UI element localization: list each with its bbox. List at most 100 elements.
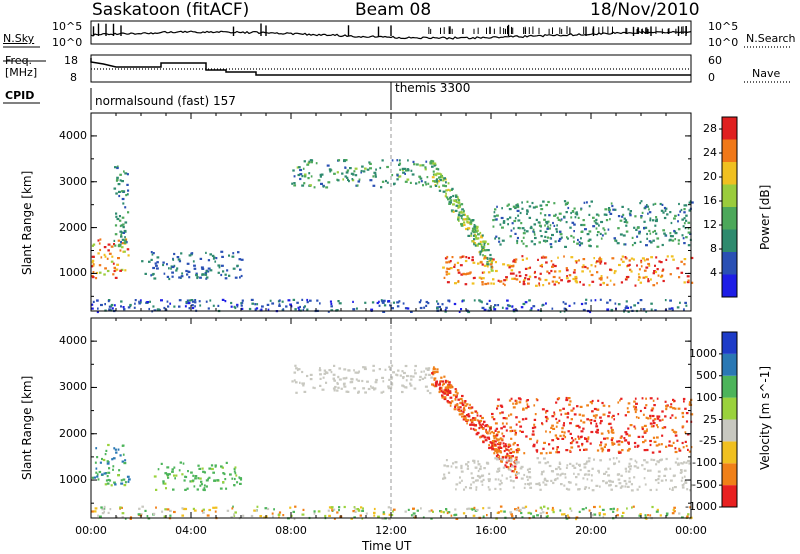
echo-cell [470,406,474,409]
echo-cell [347,390,350,393]
echo-cell [506,204,509,207]
echo-cell [510,269,514,272]
echo-cell [141,505,144,508]
echo-cell [548,282,551,285]
echo-cell [91,307,94,310]
echo-cell [398,300,401,303]
echo-cell [390,364,394,367]
echo-cell [674,434,678,437]
echo-cell [377,515,380,518]
echo-cell [566,236,568,239]
echo-cell [600,432,604,435]
echo-cell [606,308,610,311]
echo-cell [471,259,474,262]
echo-cell [328,506,332,509]
echo-cell [121,197,125,201]
echo-cell [95,277,98,280]
echo-cell [616,242,620,245]
echo-cell [153,277,157,280]
echo-cell [532,228,535,231]
echo-cell [514,456,517,459]
echo-cell [343,382,346,385]
echo-cell [578,244,582,247]
echo-cell [123,229,127,233]
echo-cell [168,473,171,476]
echo-cell [490,282,493,285]
echo-cell [206,514,210,517]
echo-cell [535,482,539,486]
echo-cell [473,506,476,509]
echo-cell [114,483,117,486]
echo-cell [478,276,482,279]
echo-cell [494,422,498,425]
echo-cell [181,272,184,275]
echo-cell [479,465,482,468]
echo-cell [425,300,429,304]
echo-cell [199,477,202,480]
echo-cell [650,256,654,259]
echo-cell [491,448,493,451]
echo-cell [553,202,556,205]
echo-cell [476,479,479,482]
echo-cell [474,429,477,432]
echo-cell [107,243,111,246]
echo-cell [266,507,270,511]
echo-cell [194,475,198,478]
echo-cell [375,378,378,382]
echo-cell [590,264,593,267]
echo-cell [673,510,676,513]
echo-cell [100,256,103,259]
echo-cell [488,488,491,491]
echo-cell [593,513,597,516]
echo-cell [500,216,504,220]
echo-cell [545,222,549,225]
echo-cell [512,486,515,489]
echo-cell [521,418,525,421]
echo-cell [655,444,659,447]
echo-cell [619,399,621,402]
echo-cell [556,446,559,449]
echo-cell [440,376,443,379]
echo-cell [616,473,620,476]
echo-cell [461,479,463,482]
echo-cell [429,161,432,164]
echo-cell [627,410,630,414]
echo-cell [598,224,600,227]
echo-cell [598,471,600,474]
echo-cell [629,268,632,271]
echo-cell [634,284,637,287]
echo-cell [294,505,297,508]
echo-cell [98,242,101,245]
echo-cell [677,220,679,223]
echo-cell [101,473,104,476]
echo-cell [524,277,527,280]
echo-cell [476,414,479,417]
echo-cell [457,206,460,209]
echo-cell [601,450,604,453]
echo-cell [505,447,507,450]
echo-cell [379,166,382,170]
echo-cell [595,484,599,487]
echo-cell [438,176,442,179]
echo-cell [665,457,668,461]
echo-cell [346,169,350,172]
echo-cell [608,405,611,408]
echo-cell [303,173,307,176]
echo-cell [448,260,451,263]
echo-cell [506,299,509,302]
echo-cell [478,299,481,302]
echo-cell [587,469,591,473]
echo-cell [633,226,636,229]
echo-cell [586,478,589,481]
echo-cell [453,408,457,411]
echo-cell [515,416,518,419]
echo-cell [296,368,299,372]
echo-cell [441,384,444,387]
echo-cell [112,468,114,471]
echo-cell [362,170,366,173]
echo-cell [494,448,498,451]
echo-cell [293,379,296,382]
echo-cell [570,256,574,259]
echo-cell [336,171,339,174]
echo-cell [236,264,239,267]
